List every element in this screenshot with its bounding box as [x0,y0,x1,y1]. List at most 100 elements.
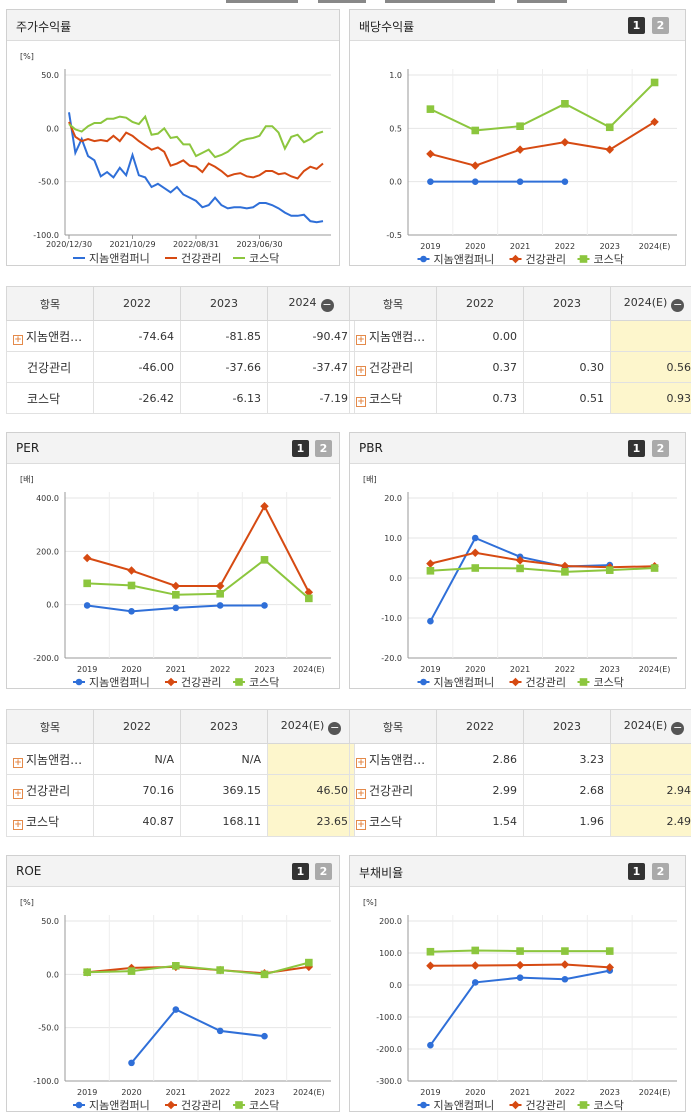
y-unit-label: [%] [20,52,34,61]
kosdaq-point [471,946,480,955]
value-cell [610,743,691,775]
value-cell: 46.50 [267,774,355,806]
collapse-column-icon[interactable]: − [328,720,342,735]
panel-header: PER 1 2 [7,433,339,464]
chart-option-2-button[interactable]: 2 [652,17,669,34]
x-tick-label: 2021 [510,1088,530,1097]
jinom-point [427,617,434,625]
kosdaq-point [127,967,136,975]
column-header-year: 2022 [436,286,524,321]
value-cell: 1.96 [523,805,611,837]
row-name-cell[interactable]: + 건강관리 [349,351,437,383]
column-header-year: 2024(E) − [610,709,691,744]
kosdaq-point [260,970,269,979]
expand-row-icon[interactable]: + [356,396,366,407]
jinom-point [261,602,268,609]
column-header-label: 항목 [39,297,61,311]
column-header-year: 2023 [523,709,611,744]
collapse-column-icon[interactable]: − [320,297,334,312]
y-tick-label: -0.5 [386,231,402,240]
chart-option-1-button[interactable]: 1 [628,863,645,880]
collapse-column-icon[interactable]: − [671,720,685,735]
debt-ratio-chart: [%] 200.0 100.0 0.0 -100.0 -200.0 -300.0 2019 20… [363,898,677,1112]
value-cell: 0.51 [523,382,611,414]
row-name-cell[interactable]: + 지놈앤컴… [6,320,94,352]
x-tick-label: 2022 [555,1088,575,1097]
row-name-cell[interactable]: + 지놈앤컴… [349,320,437,352]
pbr-chart: [배] 20.0 10.0 0.0 -10.0 -20.0 2019 2020 2021 2022… [363,475,677,689]
pbr-panel: PBR 1 2 [배] 20.0 10.0 0.0 -10.0 -20.0 2019 2020… [349,432,686,689]
x-tick-label: 2019 [77,1088,97,1097]
chart-option-1-button[interactable]: 1 [628,17,645,34]
row-name-cell[interactable]: + 코스닥 [6,805,94,837]
panel-title: PER [16,441,40,455]
health-point [471,161,480,170]
expand-row-icon[interactable]: + [356,757,366,768]
chart-option-2-button[interactable]: 2 [315,863,332,880]
x-tick-label: 2019 [420,1088,440,1097]
kosdaq-point [516,564,524,573]
x-tick-label: 2020/12/30 [46,240,92,249]
panel-header: PBR 1 2 [350,433,685,464]
row-name-cell[interactable]: + 건강관리 [6,774,94,806]
health-point [82,553,92,563]
column-header-label: 2024(E) [623,718,668,732]
expand-row-icon[interactable]: + [13,334,23,345]
column-header-year: 2023 [180,709,268,744]
panel-header: 배당수익률 1 2 [350,10,685,41]
x-tick-label: 2023 [254,665,274,674]
roe-panel: ROE 1 2 [%] 50.0 0.0 -50.0 -100.0 2019 2020 202… [6,855,340,1112]
table-row: + 지놈앤컴… 2.86 3.23 [349,743,691,775]
value-cell: -90.47 [267,320,355,352]
row-name-cell[interactable]: + 코스닥 [349,382,437,414]
legend-jinom-label: 지놈앤컴퍼니 [89,676,150,689]
expand-row-icon[interactable]: + [356,788,366,799]
row-name: 코스닥 [369,391,403,406]
expand-row-icon[interactable]: + [13,819,23,830]
chart-option-1-button[interactable]: 1 [292,863,309,880]
chart-option-2-button[interactable]: 2 [315,440,332,457]
row-name-cell[interactable]: + 건강관리 [349,774,437,806]
y-tick-label: -20.0 [381,654,402,663]
legend-health-label: 건강관리 [526,676,566,689]
column-header-label: 2022 [123,720,151,733]
expand-row-icon[interactable]: + [13,757,23,768]
row-name-cell: 건강관리 [6,351,94,383]
row-name-cell[interactable]: + 지놈앤컴… [6,743,94,775]
jinom-point [128,608,135,615]
y-unit-label: [배] [20,475,34,484]
value-cell: N/A [180,743,268,775]
kosdaq-series-line [87,961,310,976]
dividend-yield-table: 항목 2022 2023 2024(E) − + 지놈앤컴… 0.00 + 건강관리 0.37 0.3… [349,286,691,414]
row-name: 건강관리 [26,783,71,798]
value-cell: 2.49 [610,805,691,837]
collapse-column-icon[interactable]: − [671,297,685,312]
row-name-cell[interactable]: + 코스닥 [349,805,437,837]
x-tick-label: 2024(E) [293,665,325,674]
expand-row-icon[interactable]: + [356,365,366,376]
dividend-yield-chart: 1.0 0.5 0.0 -0.5 2019 2020 2021 2022 2023 2024(E)… [386,69,677,266]
row-name-cell[interactable]: + 지놈앤컴… [349,743,437,775]
health-point [426,961,435,971]
column-header-year: 2022 [93,709,181,744]
kosdaq-series-line [429,81,656,132]
chart-option-2-button[interactable]: 2 [652,440,669,457]
chart-option-1-button[interactable]: 1 [292,440,309,457]
jinom-point [516,178,524,185]
x-tick-label: 2022/08/31 [173,240,219,249]
x-tick-label: 2021 [166,1088,186,1097]
expand-row-icon[interactable]: + [356,819,366,830]
top-tab-stub [226,0,298,3]
chart-option-2-button[interactable]: 2 [652,863,669,880]
value-cell: 0.93 [610,382,691,414]
expand-row-icon[interactable]: + [13,788,23,799]
jinom-point [420,255,427,263]
y-unit-label: [%] [20,898,34,907]
chart-option-1-button[interactable]: 1 [628,440,645,457]
expand-row-icon[interactable]: + [356,334,366,345]
health-point [650,117,659,127]
row-name: 건강관리 [369,360,414,375]
x-tick-label: 2019 [420,242,440,251]
y-tick-label: -200.0 [376,1045,402,1054]
kosdaq-point [260,556,269,564]
